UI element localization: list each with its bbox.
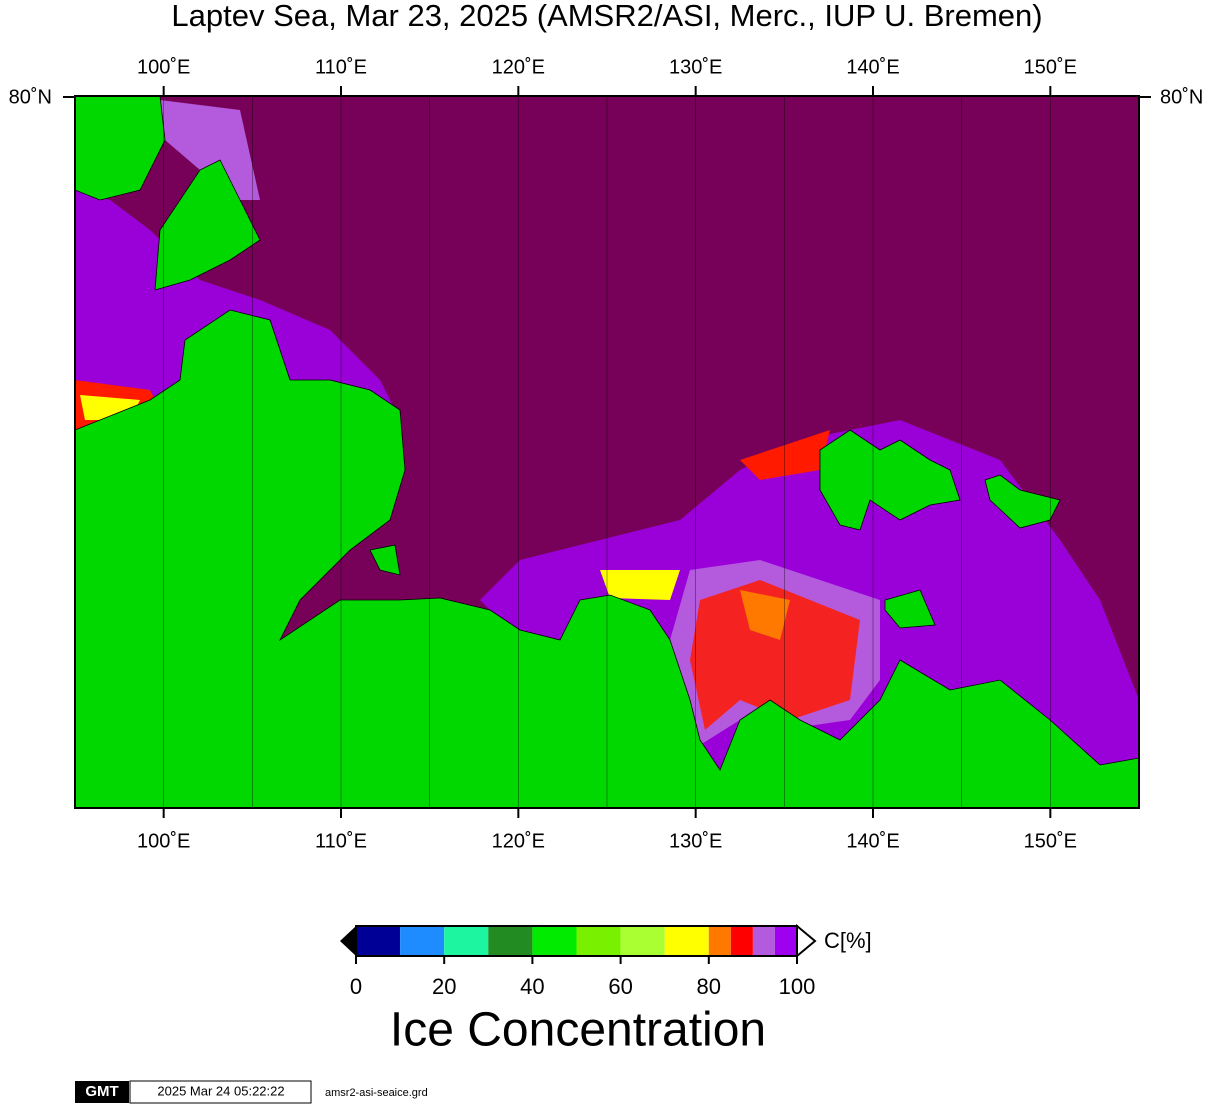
island <box>75 96 166 201</box>
colorbar-tick-label: 0 <box>350 974 362 999</box>
lon-label: 120˚E <box>492 56 545 78</box>
island <box>819 429 961 531</box>
lon-label: 130˚E <box>669 830 722 852</box>
logo-box <box>75 1081 129 1103</box>
colorbar-label: Ice Concentration <box>390 1004 766 1057</box>
colorbar-tick-label: 100 <box>779 974 816 999</box>
colorbar-frame <box>355 925 798 957</box>
colorbar-segment <box>708 926 731 956</box>
island <box>884 589 936 629</box>
file-name: amsr2-asi-seaice.grd <box>325 1087 428 1099</box>
colorbar-segment <box>400 926 445 956</box>
colorbar-unit: C[%] <box>824 928 872 953</box>
colorbar-segment <box>774 926 797 956</box>
ice-zone <box>75 190 400 430</box>
colorbar-tick-label: 20 <box>432 974 456 999</box>
lat-label: 80˚N <box>9 86 52 108</box>
ice-zone <box>600 570 680 600</box>
colorbar-segment <box>444 926 489 956</box>
map-title: Laptev Sea, Mar 23, 2025 (AMSR2/ASI, Mer… <box>171 0 1042 33</box>
island <box>369 544 401 576</box>
colorbar-tick-label: 40 <box>520 974 544 999</box>
colorbar-segment <box>752 926 775 956</box>
ice-zone <box>160 100 260 200</box>
lon-label: 150˚E <box>1024 56 1077 78</box>
colorbar-segment <box>356 926 401 956</box>
lon-label: 150˚E <box>1024 830 1077 852</box>
ice-zone <box>740 590 790 640</box>
colorbar-segment <box>664 926 709 956</box>
colorbar-segment <box>620 926 665 956</box>
map-area <box>75 96 1139 808</box>
lon-label: 100˚E <box>137 56 190 78</box>
ice-zone <box>690 580 860 730</box>
lon-label: 130˚E <box>669 56 722 78</box>
colorbar-tick-label: 80 <box>697 974 721 999</box>
colorbar-segment <box>576 926 621 956</box>
ice-zone <box>740 430 830 480</box>
lon-label: 110˚E <box>315 830 367 852</box>
lon-ticks: 100˚E 100˚E 110˚E 110˚E 120˚E 120˚E 130˚E 130˚E… <box>137 56 1077 852</box>
grid <box>163 96 1051 808</box>
island <box>154 159 261 291</box>
colorbar-high-arrow <box>796 923 817 959</box>
timestamp: 2025 Mar 24 05:22:22 <box>157 1083 284 1098</box>
lon-label: 140˚E <box>846 56 899 78</box>
lon-label: 120˚E <box>492 830 545 852</box>
colorbar-segment <box>488 926 533 956</box>
lon-label: 140˚E <box>846 830 899 852</box>
colorbar-tick-label: 60 <box>608 974 632 999</box>
lon-label: 110˚E <box>315 56 367 78</box>
colorbar: 0 20 40 60 80 100 <box>340 923 817 999</box>
map-frame <box>74 95 1140 809</box>
colorbar-segment <box>730 926 753 956</box>
island <box>984 474 1061 529</box>
logo: GMT <box>85 1083 118 1100</box>
lat-label: 80˚N <box>1160 86 1203 108</box>
colorbar-low-arrow <box>340 926 356 956</box>
lon-label: 100˚E <box>137 830 190 852</box>
colorbar-segment <box>532 926 577 956</box>
timestamp-box <box>129 1080 312 1104</box>
